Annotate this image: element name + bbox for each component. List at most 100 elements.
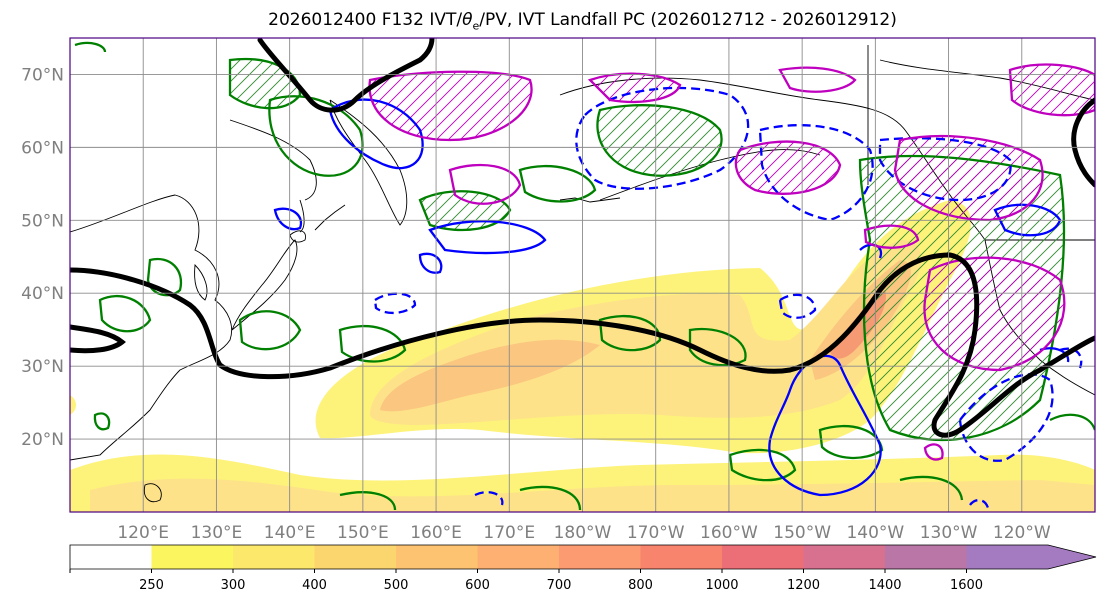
- gridlines: [70, 38, 1095, 512]
- longitude-label: 130°E: [191, 523, 243, 543]
- magenta-contour-arctic: [778, 66, 857, 93]
- green-contour-alaska: [596, 104, 723, 177]
- blue-contour-central: [428, 220, 547, 255]
- magenta-contour-bering: [368, 70, 533, 142]
- green-contour-taiwan: [93, 412, 111, 431]
- longitude-label: 150°E: [337, 523, 389, 543]
- green-contour-westcoast: [858, 154, 1066, 442]
- green-contour-south-2: [519, 485, 582, 511]
- longitude-label: 180°W: [554, 523, 612, 543]
- blue-dashed-alaska: [575, 86, 750, 190]
- colorbar-label: 250: [139, 578, 164, 593]
- green-contour-north-japan: [238, 310, 302, 351]
- colorbar-segment: [885, 545, 967, 569]
- blue-dashed-southeast: [958, 373, 1054, 462]
- green-contour-dateline: [598, 314, 662, 352]
- coast-okhotsk: [229, 119, 317, 201]
- latitude-label: 20°N: [21, 430, 64, 450]
- green-contour-kamchatka: [228, 57, 302, 110]
- colorbar-segment: [640, 545, 723, 569]
- hatch-green-alaska: [597, 105, 722, 176]
- coast-japan: [231, 239, 298, 331]
- longitude-label: 140°W: [846, 523, 904, 543]
- magenta-contour-kamchatka: [448, 163, 522, 205]
- colorbar-segment: [722, 545, 804, 569]
- latitude-label: 60°N: [21, 138, 64, 158]
- pv-contour-northeast: [1071, 97, 1095, 188]
- magenta-contour-arctic-east: [1008, 63, 1095, 117]
- green-contour-yellow-sea: [98, 295, 152, 333]
- longitude-label: 140°E: [264, 523, 316, 543]
- coast-korea: [194, 264, 208, 301]
- colorbar-label: 400: [302, 578, 327, 593]
- magenta-contour-east-small: [923, 443, 944, 461]
- colorbar-label: 1200: [787, 578, 820, 593]
- latitude-labels: 70°N 60°N 50°N 40°N 30°N 20°N: [21, 65, 64, 450]
- latitude-label: 40°N: [21, 284, 64, 304]
- colorbar-segment: [314, 545, 397, 569]
- longitude-label: 120°E: [117, 523, 169, 543]
- latitude-label: 30°N: [21, 357, 64, 377]
- longitude-label: 160°E: [410, 523, 462, 543]
- pv-contour-north: [257, 38, 435, 113]
- colorbar-label: 800: [628, 578, 653, 593]
- magenta-contour-california: [923, 256, 1066, 372]
- coast-aleutians: [559, 197, 621, 203]
- magenta-contour-gulf: [863, 224, 920, 249]
- blue-contour-east-plume: [768, 354, 882, 497]
- colorbar-outline: [69, 544, 1097, 570]
- colorbar-segment: [151, 545, 234, 569]
- green-contour-central: [418, 190, 512, 232]
- plot-border: [69, 37, 1096, 513]
- blue-dashed-subtropic: [474, 491, 504, 506]
- colorbar-segment: [396, 545, 478, 569]
- blue-dashed-gulf: [758, 124, 874, 222]
- green-contour-south-1: [339, 491, 397, 511]
- green-contour-okhotsk: [268, 95, 364, 177]
- colorbar-segment: [70, 545, 152, 569]
- longitude-label: 150°W: [773, 523, 831, 543]
- longitude-label: 160°W: [700, 523, 758, 543]
- blue-contour-kuril: [273, 207, 303, 231]
- longitude-label: 120°W: [993, 523, 1051, 543]
- coast-kamchatka: [329, 99, 408, 226]
- blue-dashed-contours: [373, 86, 1083, 509]
- green-contour-sw-2: [818, 424, 884, 460]
- coast-kuril: [314, 204, 346, 231]
- colorbar-segment: [233, 545, 315, 569]
- latitude-label: 50°N: [21, 211, 64, 231]
- magenta-contour-alaska: [734, 140, 842, 195]
- blue-dashed-seaboard: [1059, 347, 1083, 369]
- colorbar-label: 1600: [950, 578, 983, 593]
- blue-contour-bering: [328, 98, 424, 170]
- blue-dashed-hawaii: [778, 293, 817, 319]
- green-contour-hawaii: [688, 327, 747, 367]
- longitude-label: 170°E: [483, 523, 535, 543]
- coast-asia: [70, 194, 233, 461]
- colorbar-segment: [477, 545, 560, 569]
- ivt-band-west-edge: [70, 395, 76, 415]
- colorbar: 250 300 400 500 600 700 800 1000 1200 1400 1600: [69, 544, 1097, 593]
- colorbar-extend-arrow: [1048, 545, 1096, 569]
- green-contour-nw-corner: [74, 41, 107, 53]
- colorbar-segment: [803, 545, 886, 569]
- colorbar-label: 1000: [705, 578, 738, 593]
- ivt-band-main-high: [380, 339, 600, 412]
- green-contour-sw-1: [728, 448, 797, 482]
- hatch-magenta-chukotka: [590, 73, 680, 102]
- blue-dashed-northwest: [878, 137, 1012, 202]
- longitude-label: 170°W: [627, 523, 685, 543]
- ivt-band-south-mid: [90, 478, 1095, 512]
- coast-hokkaido: [289, 230, 306, 243]
- magenta-contour-northwest: [893, 134, 1044, 222]
- coast-philippines: [143, 483, 162, 503]
- colorbar-label: 600: [465, 578, 490, 593]
- green-contour-east-tail: [1049, 413, 1095, 431]
- hatch-magenta-california: [924, 257, 1065, 370]
- blue-dashed-south-small: [969, 498, 990, 509]
- theta-symbol: θ: [462, 10, 473, 30]
- latitude-label: 70°N: [21, 65, 64, 85]
- colorbar-segment: [559, 545, 641, 569]
- green-contour-south-3: [899, 475, 964, 501]
- blue-contour-west: [418, 252, 443, 274]
